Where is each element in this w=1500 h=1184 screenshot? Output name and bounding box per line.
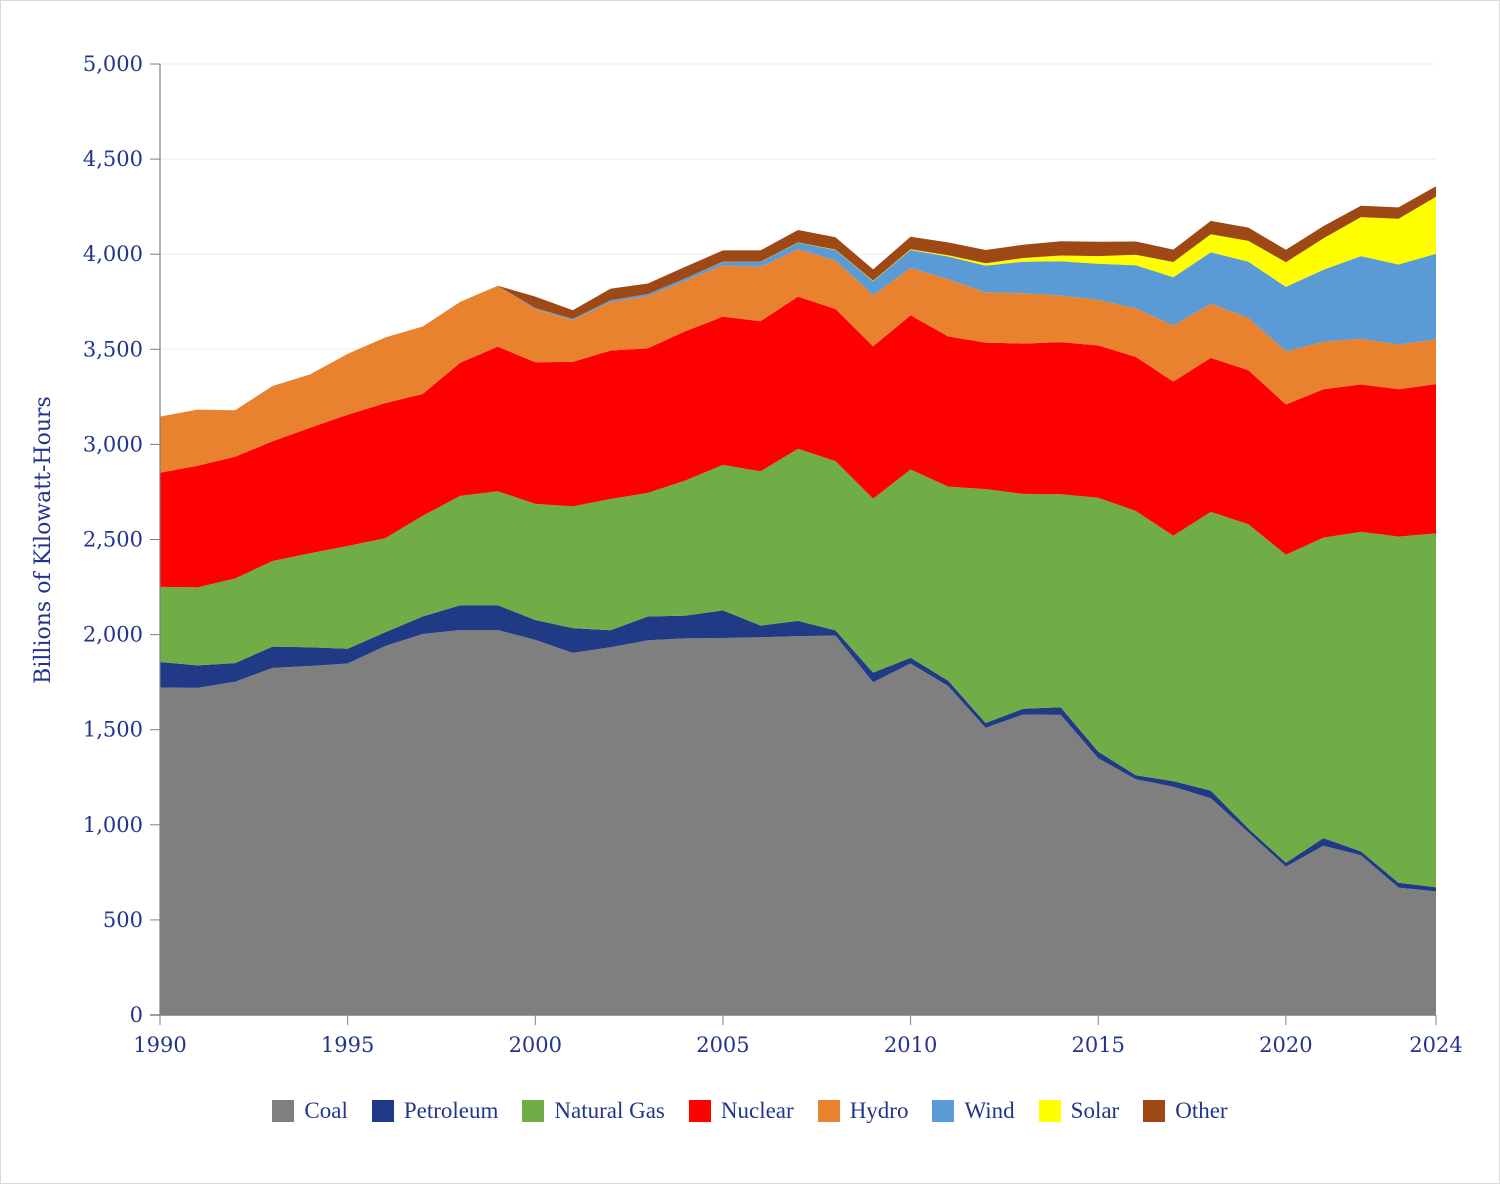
legend-swatch — [371, 1100, 394, 1122]
legend-swatch — [1038, 1100, 1061, 1122]
y-tick-label: 2,500 — [83, 528, 143, 552]
legend-item-hydro: Hydro — [817, 1098, 909, 1124]
legend-label: Wind — [964, 1098, 1015, 1123]
legend-swatch — [688, 1100, 711, 1122]
legend-label: Natural Gas — [554, 1098, 665, 1123]
legend-swatch — [522, 1100, 545, 1122]
legend-label: Nuclear — [720, 1098, 794, 1123]
x-tick-label: 2000 — [509, 1033, 562, 1057]
y-tick-label: 0 — [130, 1003, 143, 1027]
legend-swatch — [817, 1100, 840, 1122]
y-axis-title: Billions of Kilowatt-Hours — [31, 396, 56, 684]
legend-label: Coal — [304, 1098, 348, 1123]
legend-swatch — [1143, 1100, 1166, 1122]
y-tick-label: 3,000 — [83, 432, 143, 456]
x-tick-label: 2010 — [884, 1033, 937, 1057]
area-series — [160, 186, 1436, 1015]
area-other — [160, 186, 1436, 417]
legend-swatch — [272, 1100, 295, 1122]
legend-item-natural-gas: Natural Gas — [522, 1098, 665, 1124]
y-tick-label: 1,000 — [83, 813, 143, 837]
x-tick-label: 2005 — [696, 1033, 749, 1057]
y-tick-label: 2,000 — [83, 623, 143, 647]
legend: Coal Petroleum Natural Gas Nuclear Hydro Wind… — [0, 1098, 1500, 1124]
legend-item-petroleum: Petroleum — [371, 1098, 499, 1124]
legend-item-other: Other — [1143, 1098, 1228, 1124]
y-tick-label: 3,500 — [83, 337, 143, 361]
y-tick-label: 5,000 — [83, 52, 143, 76]
area-wind — [160, 242, 1436, 417]
area-natural-gas — [160, 448, 1436, 888]
x-axis-ticks: 1990 1995 2000 2005 2010 2015 2020 2024 — [133, 1015, 1463, 1057]
y-tick-label: 500 — [103, 908, 143, 932]
area-hydro — [160, 249, 1436, 473]
legend-item-solar: Solar — [1038, 1098, 1120, 1124]
legend-label: Hydro — [849, 1098, 909, 1123]
y-axis-ticks: 0 500 1,000 1,500 2,000 2,500 3,000 3,500 4,000 4… — [83, 52, 160, 1027]
x-tick-label: 1990 — [133, 1033, 186, 1057]
legend-label: Solar — [1070, 1098, 1120, 1123]
x-tick-label: 2015 — [1072, 1033, 1125, 1057]
y-tick-label: 4,000 — [83, 242, 143, 266]
legend-label: Other — [1175, 1098, 1228, 1123]
y-tick-label: 4,500 — [83, 147, 143, 171]
legend-item-nuclear: Nuclear — [688, 1098, 794, 1124]
legend-swatch — [932, 1100, 955, 1122]
area-coal — [160, 630, 1436, 1015]
legend-item-wind: Wind — [932, 1098, 1015, 1124]
x-tick-label: 1995 — [321, 1033, 374, 1057]
x-tick-label: 2020 — [1259, 1033, 1312, 1057]
x-tick-label: 2024 — [1409, 1033, 1462, 1057]
legend-label: Petroleum — [403, 1098, 499, 1123]
legend-item-coal: Coal — [272, 1098, 348, 1124]
y-tick-label: 1,500 — [83, 718, 143, 742]
area-nuclear — [160, 296, 1436, 588]
